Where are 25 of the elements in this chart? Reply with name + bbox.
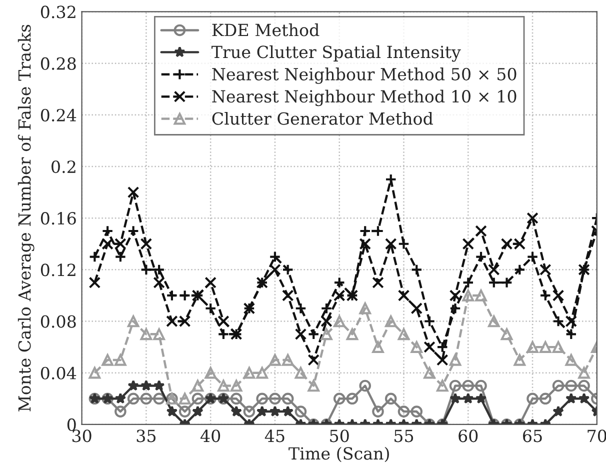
legend-label: KDE Method <box>212 23 320 36</box>
legend-label: True Clutter Spatial Intensity <box>212 45 461 62</box>
x-tick-label: 40 <box>200 430 220 442</box>
y-tick-label: 0.12 <box>40 264 76 276</box>
x-tick-label: 65 <box>523 430 542 442</box>
x-tick-label: 55 <box>394 430 414 442</box>
y-tick-label: 0.28 <box>40 57 76 70</box>
x-axis-title: Time (Scan) <box>288 446 389 462</box>
x-tick-label: 35 <box>136 430 156 442</box>
y-tick-label: 0.24 <box>40 108 76 122</box>
y-tick-label: 0.32 <box>40 6 76 18</box>
y-tick-label: 0.04 <box>40 366 76 380</box>
x-tick-label: 70 <box>588 430 606 442</box>
y-axis-title: Monte Carlo Average Number of False Tracks <box>18 24 34 412</box>
y-tick-label: 0.08 <box>40 315 76 328</box>
y-tick-label: 0.2 <box>52 160 76 174</box>
x-tick-label: 50 <box>330 430 349 442</box>
x-tick-label: 30 <box>72 430 92 442</box>
legend-label: Clutter Generator Method <box>212 112 433 125</box>
y-tick-label: 0.16 <box>40 212 76 225</box>
x-tick-label: 60 <box>458 430 478 442</box>
x-tick-label: 45 <box>264 430 284 442</box>
y-tick-label: 0 <box>67 418 76 432</box>
legend-label: Nearest Neighbour Method 50 × 50 <box>212 68 516 84</box>
legend-label: Nearest Neighbour Method 10 × 10 <box>212 90 516 106</box>
